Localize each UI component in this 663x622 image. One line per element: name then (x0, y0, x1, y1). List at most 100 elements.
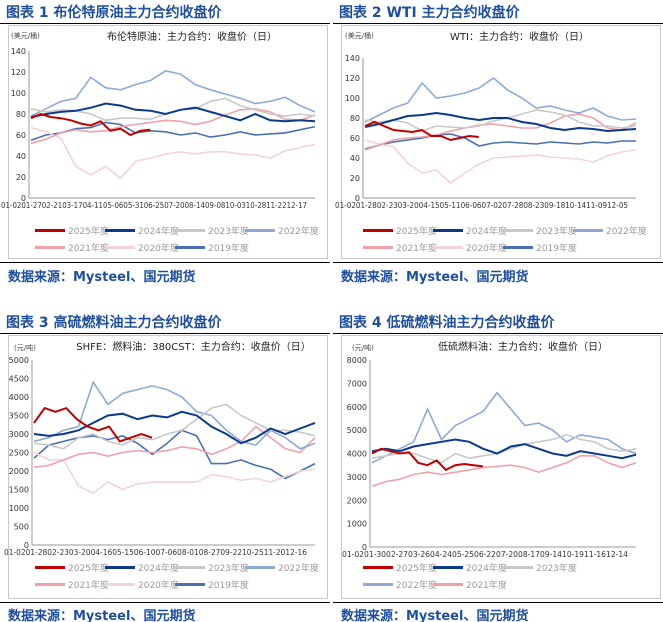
chart-title: SHFE：燃料油：380CST：主力合约：收盘价（日） (76, 340, 310, 353)
series-line-2025 (364, 120, 479, 142)
chart-title: WTI：主力合约：收盘价（日） (450, 30, 589, 43)
series-line-2019 (30, 121, 316, 142)
legend-swatch (433, 246, 463, 249)
x-tick-labels: 01-0201-2702-2103-1704-1105-0605-3106-25… (1, 201, 307, 210)
x-tick-label: 10-28 (246, 201, 266, 210)
y-tick-label: 20 (16, 173, 26, 182)
chart-frame (341, 25, 661, 259)
x-tick-label: 06-25 (144, 201, 164, 210)
y-tick-label: 1000 (9, 504, 29, 513)
series-line-2025 (371, 447, 484, 472)
x-tick-label: 11-22 (266, 201, 286, 210)
x-tick-label: 03-20 (398, 201, 419, 210)
series-line-2024 (364, 111, 637, 133)
legend-label: 2025年度 (68, 564, 109, 574)
y-tick-label: 2000 (347, 496, 367, 505)
x-tick-label: 05-15 (112, 548, 134, 557)
legend-item: 2025年度 (363, 224, 437, 237)
series-line-2022 (30, 70, 316, 117)
figure-title: 图表 3 高硫燃料油主力合约收盘价 (6, 315, 222, 331)
x-tick-label: 08-27 (199, 548, 221, 557)
series-line-2021 (371, 455, 637, 487)
series-line-2023 (364, 109, 637, 132)
x-tick-label: 07-20 (164, 201, 184, 210)
legend-label: 2019年度 (208, 244, 249, 254)
y-tick-label: 1000 (347, 520, 367, 529)
x-tick-label: 05-11 (440, 201, 461, 210)
legend-swatch (245, 229, 275, 232)
legend-label: 2023年度 (208, 227, 249, 237)
divider (333, 262, 663, 263)
y-tick-label: 140 (345, 54, 360, 63)
legend-item: 2021年度 (433, 578, 507, 591)
legend-item: 2020年度 (433, 241, 507, 254)
legend-item: 2020年度 (105, 578, 179, 591)
legend-swatch (105, 246, 135, 249)
y-tick-label: 6000 (347, 403, 367, 412)
legend-swatch (35, 229, 65, 232)
y-tick-label: 20 (350, 174, 360, 183)
series-line-2019 (364, 133, 636, 150)
source-note: 数据来源：Mysteel、国元期货 (341, 609, 529, 622)
legend-item: 2025年度 (35, 224, 109, 237)
x-tick-label: 02-21 (42, 201, 62, 210)
legend-item: 2022年度 (245, 561, 319, 574)
legend-swatch (363, 583, 393, 586)
legend-item: 2020年度 (105, 241, 179, 254)
legend-swatch (363, 246, 393, 249)
series-line-2019 (33, 429, 316, 480)
chart-panel-4: 图表 4 低硫燃料油主力合约收盘价 数据来源：Mysteel、国元期货 低硫燃料油… (333, 310, 663, 622)
legend-label: 2020年度 (466, 244, 507, 254)
y-tick-label: 500 (14, 523, 29, 532)
divider (0, 333, 330, 334)
chart-frame (8, 335, 328, 599)
legend-swatch (35, 246, 65, 249)
y-tick-label: 3000 (347, 473, 367, 482)
legend-item: 2021年度 (363, 241, 437, 254)
y-tick-label: 8000 (347, 356, 367, 365)
x-tick-label: 02-27 (386, 550, 408, 559)
legend-swatch (433, 583, 463, 586)
legend-item: 2023年度 (175, 224, 249, 237)
x-tick-label: 12-17 (287, 201, 307, 210)
x-tick-label: 09-22 (220, 548, 242, 557)
x-tick-label: 02-23 (47, 548, 69, 557)
legend-swatch (35, 566, 65, 569)
legend-swatch (573, 229, 603, 232)
x-tick-label: 07-02 (482, 201, 503, 210)
series-line-2025 (30, 112, 151, 137)
legend-item: 2019年度 (503, 241, 577, 254)
chart-title: 低硫燃料油：主力合约：收盘价（日） (438, 340, 608, 353)
x-tick-label: 11-16 (584, 550, 606, 559)
x-tick-label: 10-19 (562, 550, 584, 559)
y-tick-label: 0 (24, 541, 29, 550)
y-tick-label: 4500 (9, 375, 29, 384)
x-tick-label: 05-25 (452, 550, 474, 559)
x-tick-label: 06-06 (461, 201, 482, 210)
x-tick-label: 11-09 (586, 201, 607, 210)
y-tick-label: 5000 (9, 356, 29, 365)
legend-label: 2024年度 (466, 227, 507, 237)
divider (0, 23, 330, 24)
x-tick-label: 05-06 (103, 201, 123, 210)
y-axis-label: (美元/桶) (345, 31, 374, 40)
y-tick-label: 100 (345, 94, 360, 103)
legend-swatch (105, 229, 135, 232)
x-tick-label: 08-17 (518, 550, 540, 559)
legend-swatch (503, 229, 533, 232)
y-tick-label: 0 (362, 543, 367, 552)
source-note: 数据来源：Mysteel、国元期货 (8, 609, 196, 622)
y-axis-label: (元/吨) (14, 343, 36, 352)
x-tick-labels: 01-0201-3002-2703-2604-2405-2506-2207-20… (342, 550, 628, 559)
x-tick-label: 07-06 (156, 548, 178, 557)
y-tick-label: 60 (16, 131, 26, 140)
y-tick-label: 7000 (347, 379, 367, 388)
y-tick-label: 4000 (9, 393, 29, 402)
x-tick-label: 04-16 (91, 548, 113, 557)
y-tick-label: 140 (11, 47, 26, 56)
legend-item: 2022年度 (573, 224, 647, 237)
x-tick-label: 10-03 (225, 201, 245, 210)
chart-frame (8, 25, 328, 259)
legend-swatch (35, 583, 65, 586)
